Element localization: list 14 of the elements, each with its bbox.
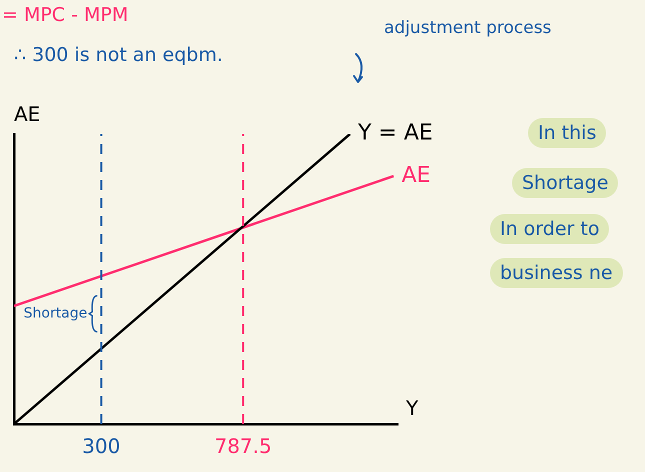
text: ∴ 300 is not an eqbm. bbox=[14, 44, 223, 66]
text: In order to bbox=[490, 214, 610, 244]
text: In this bbox=[528, 118, 606, 148]
x-tick-label: 300 bbox=[82, 434, 120, 458]
x-axis-title: Y bbox=[405, 396, 419, 420]
text: adjustment process bbox=[384, 18, 552, 38]
series-label: Y = AE bbox=[357, 120, 433, 146]
text: business ne bbox=[490, 258, 623, 288]
annotation: Shortage bbox=[24, 305, 88, 322]
text: = MPC - MPM bbox=[2, 4, 128, 26]
text: Shortage bbox=[512, 168, 618, 198]
series-label: AE bbox=[402, 162, 431, 188]
x-tick-label: 787.5 bbox=[214, 434, 272, 458]
y-axis-title: AE bbox=[14, 102, 40, 126]
